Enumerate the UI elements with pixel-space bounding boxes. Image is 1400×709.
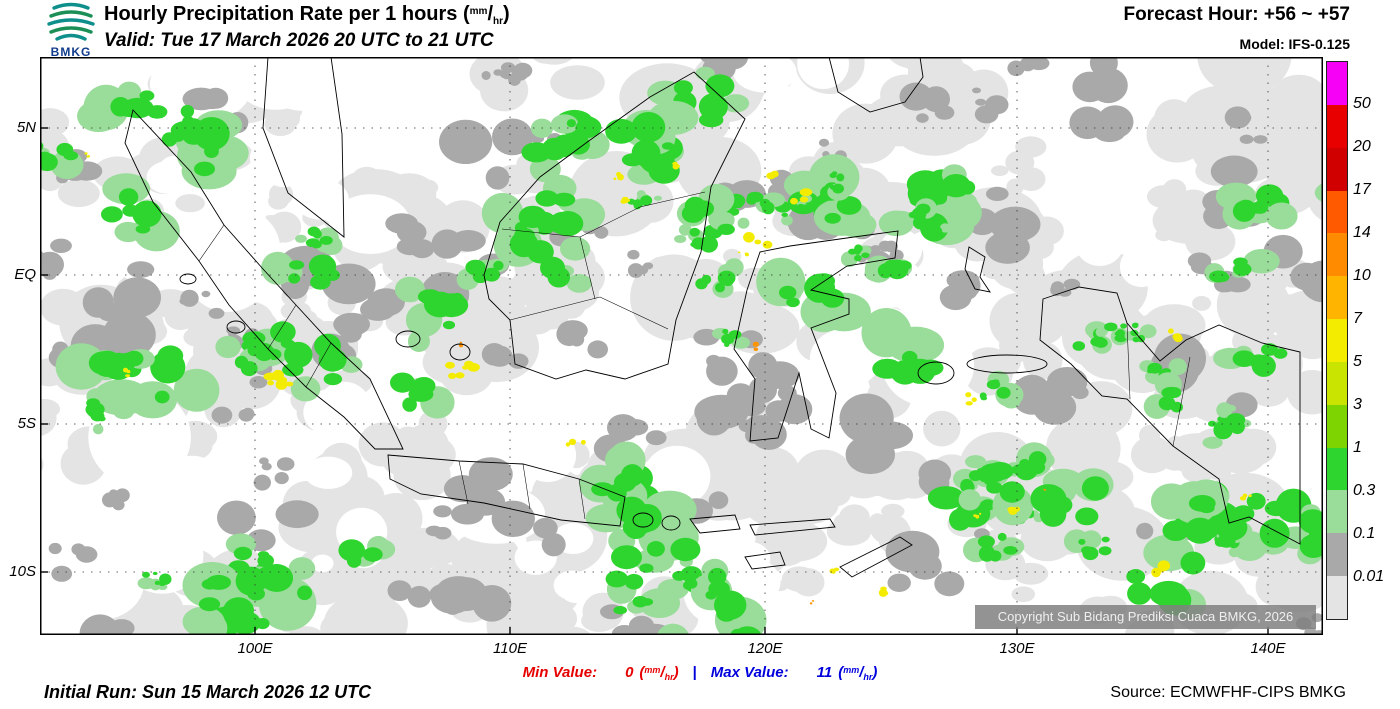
lat-label-eq: EQ	[14, 266, 36, 283]
legend-tick-label: 10	[1353, 267, 1371, 284]
min-unit: (mm/hr)	[639, 664, 679, 682]
island-lombok	[661, 515, 681, 531]
bmkg-logo: BMKG	[42, 2, 100, 59]
legend-tick-labels: 50 20 17 14 10 7 5 3 1 0.3 0.1 0.01	[1353, 61, 1399, 620]
unit-denominator: hr	[493, 16, 504, 27]
island-timor	[839, 536, 913, 578]
legend-color-swatch	[1327, 104, 1347, 148]
island-buru	[917, 361, 955, 385]
unit-open: (	[462, 3, 470, 25]
unit-numerator: mm	[843, 665, 860, 675]
island-nias	[179, 273, 197, 285]
unit-denominator: hr	[863, 672, 873, 682]
min-max-stats: Min Value: 0 (mm/hr) | Max Value: 11 (mm/hr)	[0, 664, 1400, 682]
unit-open: (	[838, 664, 844, 681]
legend-tick-label: 20	[1353, 138, 1371, 155]
lat-label-5n: 5N	[16, 119, 36, 136]
legend-tick-label: 5	[1353, 353, 1362, 370]
unit-open: (	[639, 664, 645, 681]
island-sulawesi	[733, 230, 899, 442]
unit-slash: /	[487, 3, 494, 25]
lon-label-120e: 120E	[747, 640, 783, 657]
bmkg-logo-label: BMKG	[50, 45, 92, 59]
page-title: Hourly Precipitation Rate per 1 hours (m…	[104, 3, 510, 27]
model-label: Model: IFS-0.125	[1239, 36, 1350, 52]
precipitation-map	[40, 57, 1323, 635]
max-value: 11	[816, 664, 833, 681]
gridlines	[40, 57, 1323, 635]
legend-color-swatch	[1327, 147, 1347, 191]
island-siberut	[226, 320, 246, 334]
legend-tick-label: 3	[1353, 396, 1362, 413]
title-unit-mm-per-hr: (mm/hr)	[462, 3, 510, 27]
title-text: Hourly Precipitation Rate per 1 hours	[104, 3, 458, 25]
min-value-label: Min Value:	[522, 664, 598, 681]
legend-tick-label: 50	[1353, 95, 1371, 112]
bmkg-logo-icon	[47, 2, 95, 41]
map-copyright: Copyright Sub Bidang Prediksi Cuaca BMKG…	[975, 605, 1316, 629]
island-belitung	[449, 343, 471, 361]
valid-time-label: Valid: Tue 17 March 2026 20 UTC to 21 UT…	[104, 30, 494, 51]
min-value: 0	[625, 664, 634, 681]
lat-label-5s: 5S	[17, 415, 36, 432]
legend-tick-label: 0.3	[1353, 482, 1376, 499]
island-sumatra	[124, 109, 404, 450]
legend-color-swatch	[1327, 233, 1347, 277]
island-seram	[966, 354, 1048, 374]
legend-tick-label: 7	[1353, 310, 1362, 327]
forecast-hour-label: Forecast Hour: +56 ~ +57	[1123, 4, 1350, 25]
legend-color-swatch	[1327, 319, 1347, 362]
unit-close: )	[673, 664, 679, 681]
lon-label-100e: 100E	[237, 640, 273, 657]
map-border	[40, 57, 1323, 635]
unit-close: )	[872, 664, 878, 681]
legend-color-swatch	[1327, 576, 1347, 619]
legend-color-swatch	[1327, 276, 1347, 320]
lon-label-130e: 130E	[999, 640, 1035, 657]
island-java	[387, 454, 626, 527]
legend-color-swatch	[1327, 62, 1347, 105]
map-area	[40, 57, 1323, 635]
unit-numerator: mm	[469, 6, 488, 17]
admin-borders	[198, 191, 1191, 520]
island-bangka	[395, 330, 421, 348]
island-bali	[632, 512, 654, 528]
unit-slash: /	[660, 664, 665, 681]
legend-color-swatch	[1327, 533, 1347, 577]
legend-color-swatch	[1327, 490, 1347, 534]
legend-color-swatch	[1327, 447, 1347, 491]
island-sumba	[744, 551, 786, 570]
island-mindanao	[828, 57, 924, 113]
stats-separator: |	[692, 664, 697, 681]
max-value-label: Max Value:	[710, 664, 789, 681]
island-sumbawa	[689, 514, 741, 534]
legend-color-bar	[1326, 61, 1348, 620]
legend-color-swatch	[1327, 190, 1347, 234]
unit-close: )	[503, 3, 510, 25]
unit-slash: /	[859, 664, 864, 681]
initial-run-label: Initial Run: Sun 15 March 2026 12 UTC	[44, 682, 372, 702]
source-label: Source: ECMWFHF-CIPS BMKG	[1110, 684, 1346, 701]
unit-numerator: mm	[644, 665, 661, 675]
island-halmahera	[964, 246, 991, 293]
legend-tick-label: 14	[1353, 224, 1371, 241]
legend-tick-label: 1	[1353, 439, 1362, 456]
legend-tick-label: 0.1	[1353, 525, 1376, 542]
island-kalimantan	[483, 71, 746, 380]
legend-tick-label: 0.01	[1353, 568, 1385, 585]
legend-color-swatch	[1327, 361, 1347, 405]
legend-color-swatch	[1327, 404, 1347, 448]
malay-peninsula	[262, 57, 345, 238]
precipitation-layer	[40, 57, 1323, 635]
island-flores	[749, 518, 836, 536]
lon-label-140e: 140E	[1250, 640, 1286, 657]
max-unit: (mm/hr)	[838, 664, 878, 682]
unit-denominator: hr	[664, 672, 674, 682]
legend-tick-label: 17	[1353, 181, 1371, 198]
lat-label-10s: 10S	[9, 563, 36, 580]
lon-label-110e: 110E	[493, 640, 527, 657]
